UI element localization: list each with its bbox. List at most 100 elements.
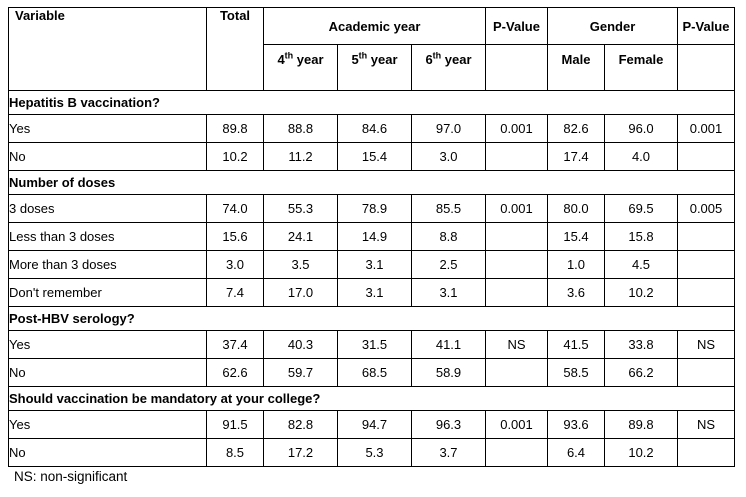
value-cell: 58.9	[411, 358, 486, 387]
value-cell: 24.1	[263, 222, 338, 251]
value-cell	[485, 438, 548, 467]
ordinal-suffix: th	[432, 50, 442, 61]
table-row: Yes 89.8 88.8 84.6 97.0 0.001 82.6 96.0 0.001	[8, 114, 735, 143]
year-number: 5	[351, 52, 359, 67]
value-cell: 1.0	[547, 250, 605, 279]
value-cell	[677, 250, 735, 279]
value-cell: 0.001	[485, 114, 548, 143]
value-cell	[485, 278, 548, 307]
value-cell: 4.5	[604, 250, 678, 279]
value-cell: 3.1	[337, 250, 412, 279]
column-header-p-value-academic: P-Value	[485, 7, 548, 45]
value-cell: 3.1	[411, 278, 486, 307]
value-cell: 10.2	[604, 438, 678, 467]
year-number: 4	[277, 52, 285, 67]
value-cell: 0.001	[677, 114, 735, 143]
value-cell: 3.0	[206, 250, 264, 279]
value-cell: 41.1	[411, 330, 486, 359]
value-cell: 0.005	[677, 194, 735, 223]
column-header-female: Female	[604, 44, 678, 91]
section-title: Should vaccination be mandatory at your …	[8, 386, 735, 411]
row-label: Yes	[8, 114, 207, 143]
value-cell: 68.5	[337, 358, 412, 387]
value-cell: 62.6	[206, 358, 264, 387]
table-footnote: NS: non-significant	[14, 469, 128, 484]
value-cell: 7.4	[206, 278, 264, 307]
column-header-variable: Variable	[8, 7, 207, 91]
table-row: More than 3 doses 3.0 3.5 3.1 2.5 1.0 4.5	[8, 250, 735, 279]
section-header-row: Number of doses	[8, 170, 735, 195]
empty-cell-under-p-value-gender	[677, 44, 735, 91]
ordinal-suffix: th	[358, 50, 368, 61]
row-label: Yes	[8, 410, 207, 439]
value-cell: 40.3	[263, 330, 338, 359]
value-cell: 0.001	[485, 194, 548, 223]
value-cell: 17.4	[547, 142, 605, 171]
value-cell: 84.6	[337, 114, 412, 143]
column-group-academic-year: Academic year	[263, 7, 486, 45]
column-header-total: Total	[206, 7, 264, 91]
value-cell: 55.3	[263, 194, 338, 223]
ordinal-suffix: th	[284, 50, 294, 61]
value-cell: 58.5	[547, 358, 605, 387]
value-cell: 4.0	[604, 142, 678, 171]
value-cell: 93.6	[547, 410, 605, 439]
value-cell: 8.8	[411, 222, 486, 251]
value-cell: 3.6	[547, 278, 605, 307]
value-cell: 6.4	[547, 438, 605, 467]
value-cell: 89.8	[206, 114, 264, 143]
table-row: No 10.2 11.2 15.4 3.0 17.4 4.0	[8, 142, 735, 171]
value-cell: 15.8	[604, 222, 678, 251]
value-cell: 15.4	[337, 142, 412, 171]
value-cell: 5.3	[337, 438, 412, 467]
table-row: Yes 37.4 40.3 31.5 41.1 NS 41.5 33.8 NS	[8, 330, 735, 359]
value-cell: 3.7	[411, 438, 486, 467]
section-header-row: Post-HBV serology?	[8, 306, 735, 331]
year-word: year	[441, 52, 472, 67]
table-row: Don't remember 7.4 17.0 3.1 3.1 3.6 10.2	[8, 278, 735, 307]
value-cell: 0.001	[485, 410, 548, 439]
value-cell: NS	[677, 330, 735, 359]
value-cell: 94.7	[337, 410, 412, 439]
value-cell: 80.0	[547, 194, 605, 223]
value-cell: 37.4	[206, 330, 264, 359]
value-cell: 15.6	[206, 222, 264, 251]
value-cell: 69.5	[604, 194, 678, 223]
value-cell	[677, 278, 735, 307]
table-row: 3 doses 74.0 55.3 78.9 85.5 0.001 80.0 69.5 0.00…	[8, 194, 735, 223]
value-cell: 3.1	[337, 278, 412, 307]
value-cell: NS	[677, 410, 735, 439]
value-cell: 2.5	[411, 250, 486, 279]
value-cell: 10.2	[604, 278, 678, 307]
value-cell: NS	[485, 330, 548, 359]
table-row: Yes 91.5 82.8 94.7 96.3 0.001 93.6 89.8 NS	[8, 410, 735, 439]
year-number: 6	[425, 52, 433, 67]
value-cell: 59.7	[263, 358, 338, 387]
value-cell: 31.5	[337, 330, 412, 359]
value-cell: 8.5	[206, 438, 264, 467]
year-word: year	[367, 52, 398, 67]
value-cell	[485, 250, 548, 279]
year-word: year	[293, 52, 324, 67]
value-cell: 74.0	[206, 194, 264, 223]
value-cell: 15.4	[547, 222, 605, 251]
column-header-male: Male	[547, 44, 605, 91]
value-cell	[485, 358, 548, 387]
column-header-5th-year: 5th year	[337, 44, 412, 91]
value-cell	[485, 142, 548, 171]
table-row: Less than 3 doses 15.6 24.1 14.9 8.8 15.4 15.8	[8, 222, 735, 251]
value-cell: 91.5	[206, 410, 264, 439]
table-row: No 8.5 17.2 5.3 3.7 6.4 10.2	[8, 438, 735, 467]
value-cell: 14.9	[337, 222, 412, 251]
row-label: No	[8, 142, 207, 171]
section-header-row: Hepatitis B vaccination?	[8, 90, 735, 115]
value-cell: 89.8	[604, 410, 678, 439]
value-cell: 17.0	[263, 278, 338, 307]
value-cell: 10.2	[206, 142, 264, 171]
section-title: Post-HBV serology?	[8, 306, 735, 331]
value-cell	[677, 142, 735, 171]
value-cell: 82.6	[547, 114, 605, 143]
value-cell: 66.2	[604, 358, 678, 387]
section-header-row: Should vaccination be mandatory at your …	[8, 386, 735, 411]
